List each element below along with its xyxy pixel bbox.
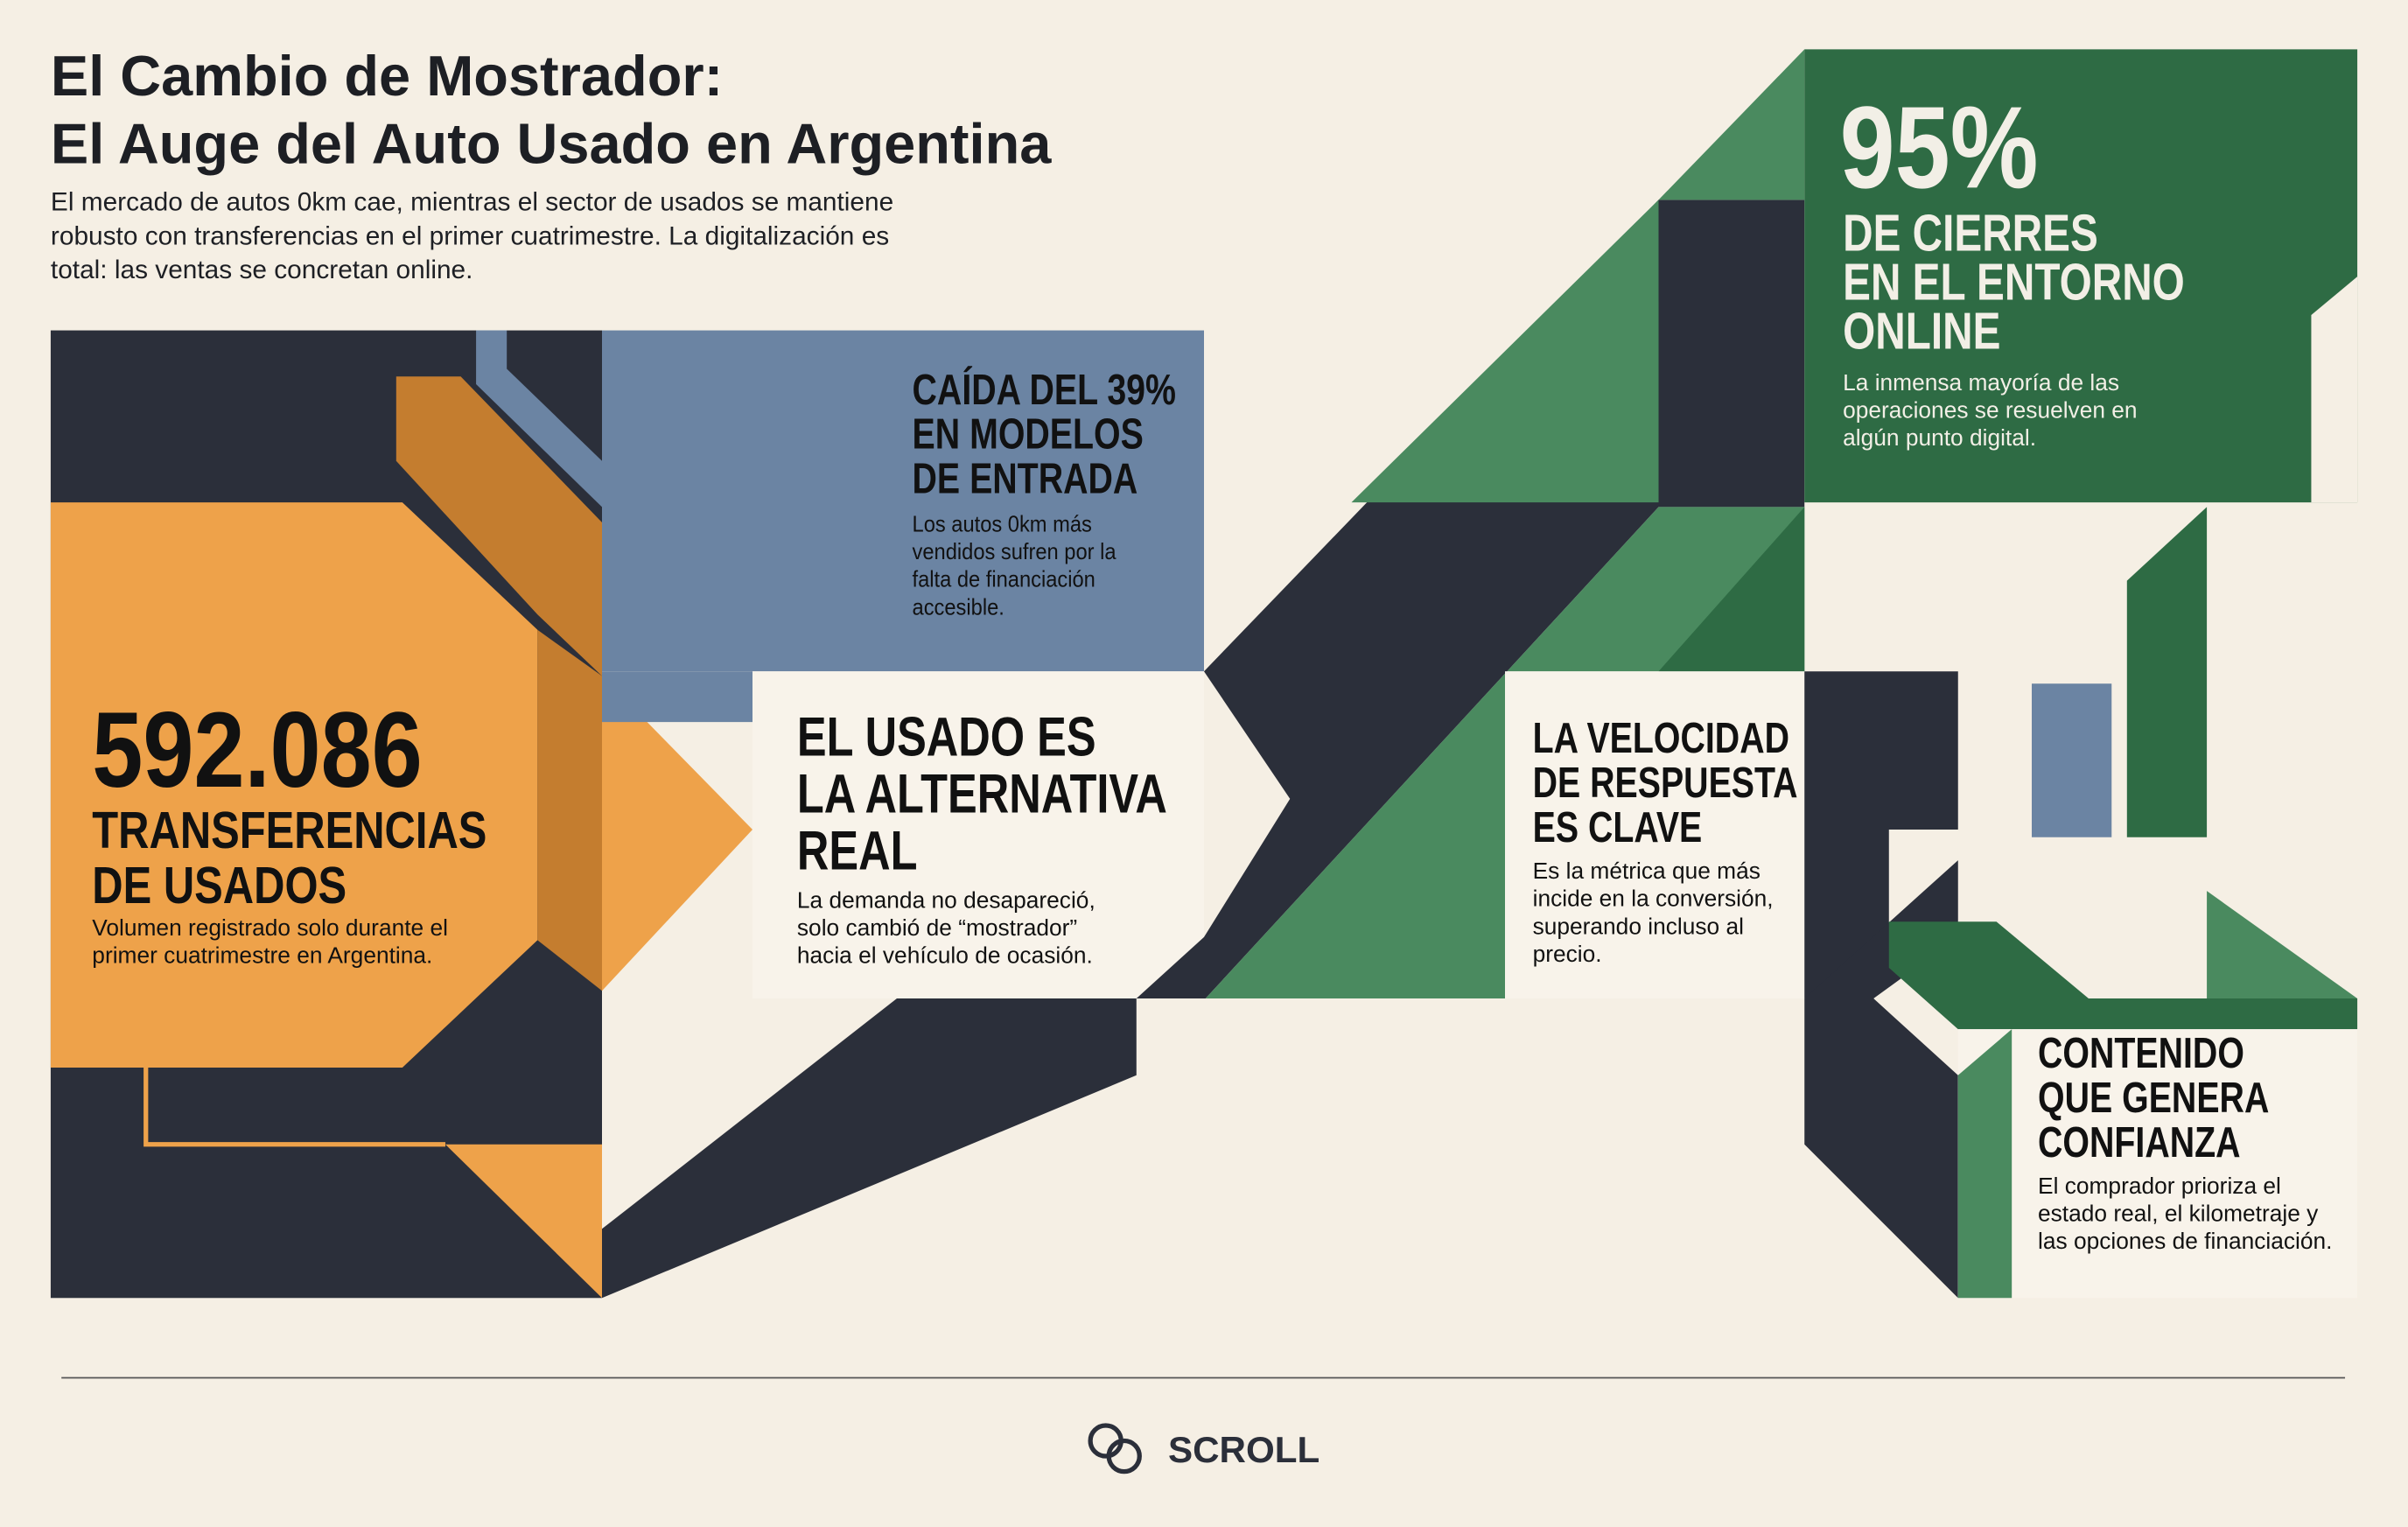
shape [602,671,752,723]
heading: EL USADO ES [797,706,1096,768]
orange-panel [50,502,538,1068]
shape [476,330,602,508]
body: operaciones se resuelven en [1843,397,2137,424]
stat-value: 95% [1840,83,2039,214]
heading: REAL [797,820,918,882]
heading: ONLINE [1843,303,2000,361]
heading: QUE GENERA [2038,1075,2269,1122]
shape [444,1144,602,1299]
shape [2311,277,2358,503]
body: Es la métrica que más [1533,858,1760,884]
stat-value: 592.086 [92,690,422,810]
cream-panel [1505,671,1805,999]
cream-panel [1957,1029,2358,1299]
body: algún punto digital. [1843,424,2036,451]
shape [1804,671,1958,999]
heading: EN MODELOS [913,411,1144,459]
title: El Auge del Auto Usado en Argentina [51,111,1052,175]
heading: EN EL ENTORNO [1843,253,2185,311]
shape [2032,683,2112,837]
heading: CAÍDA DEL 39% [913,366,1176,414]
stat-label: TRANSFERENCIAS [92,801,486,859]
shape [396,376,602,676]
subtitle: robusto con transferencias en el primer … [51,221,889,250]
shape [537,629,602,991]
heading: CONTENIDO [2038,1030,2244,1077]
shape [1658,49,1805,200]
shape [1658,507,1805,672]
stat-note: primer cuatrimestre en Argentina. [92,942,432,969]
title: El Cambio de Mostrador: [51,44,723,108]
body: La inmensa mayoría de las [1843,369,2119,396]
shape [602,998,1137,1299]
shape [1957,1029,2012,1299]
heading: CONFIANZA [2038,1119,2240,1166]
body: estado real, el kilometraje y [2038,1201,2319,1227]
body: superando incluso al [1533,913,1744,939]
heading: DE RESPUESTA [1533,760,1798,807]
body: precio. [1533,941,1602,967]
logo [1088,1423,1142,1474]
shape [1351,200,1659,503]
body: El comprador prioriza el [2038,1173,2281,1199]
stat-note: Volumen registrado solo durante el [92,914,448,941]
body: falta de financiación [913,567,1096,592]
shape [602,676,752,991]
heading: LA ALTERNATIVA [797,763,1167,825]
body: incide en la conversión, [1533,886,1774,912]
green-panel [1804,49,2358,503]
body: vendidos sufren por la [913,539,1116,564]
body: La demanda no desapareció, [797,886,1096,913]
subtitle: total: las ventas se concretan online. [51,256,473,284]
body: hacia el vehículo de ocasión. [797,942,1093,969]
blue-panel [602,330,1204,672]
brand: SCROLL [1168,1429,1320,1470]
heading: DE ENTRADA [913,456,1138,503]
stat-label: DE USADOS [92,857,346,915]
shape [2126,507,2208,837]
heading: ES CLAVE [1533,804,1703,851]
heading: DE CIERRES [1843,204,2098,262]
arrow [1204,722,1283,868]
body: solo cambió de “mostrador” [797,914,1077,941]
shape [1888,921,2358,1030]
body: Los autos 0km más [913,511,1092,536]
body: accesible. [913,594,1004,620]
heading: LA VELOCIDAD [1533,715,1789,762]
shape [144,1068,445,1147]
subtitle: El mercado de autos 0km cae, mientras el… [51,188,893,217]
cream-panel [752,671,1204,999]
shape [1804,860,1958,1299]
body: las opciones de financiación. [2038,1228,2332,1254]
